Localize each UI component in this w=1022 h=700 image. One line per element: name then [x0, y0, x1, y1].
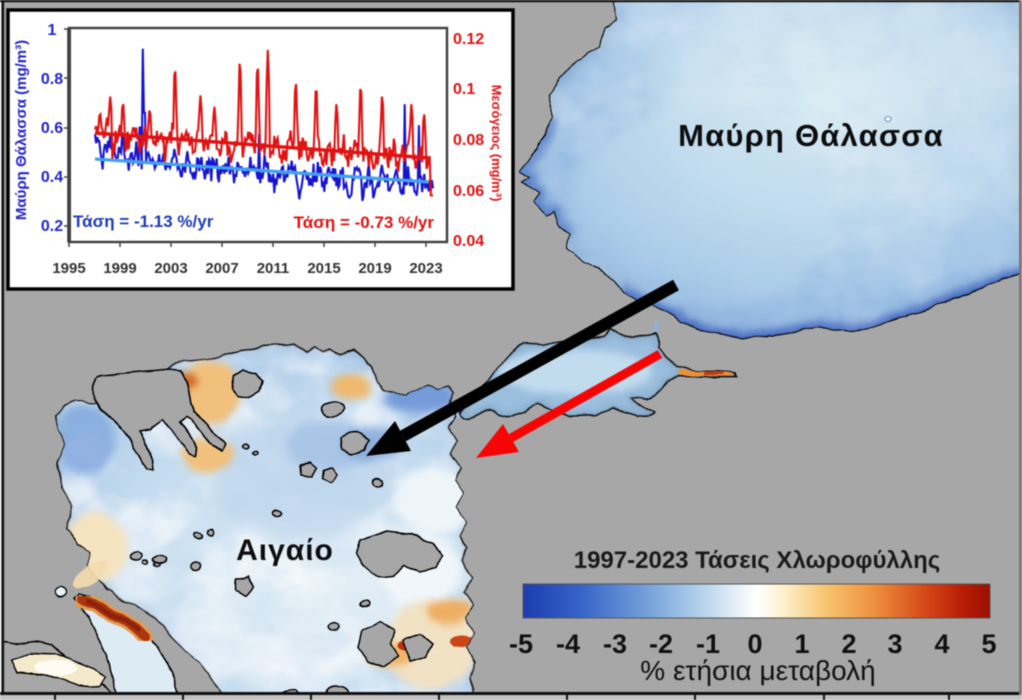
svg-text:3: 3	[887, 629, 902, 659]
svg-text:0.08: 0.08	[453, 132, 484, 149]
svg-text:-4: -4	[556, 629, 580, 659]
svg-text:-2: -2	[649, 629, 673, 659]
svg-text:Μαύρη Θάλασσα: Μαύρη Θάλασσα	[678, 118, 944, 153]
svg-text:2007: 2007	[205, 260, 238, 277]
svg-text:0.12: 0.12	[453, 31, 484, 48]
svg-text:0.8: 0.8	[41, 71, 63, 88]
svg-text:0.6: 0.6	[41, 120, 63, 137]
svg-text:1997-2023 Τάσεις Χλωροφύλλης: 1997-2023 Τάσεις Χλωροφύλλης	[574, 547, 941, 574]
svg-text:5: 5	[981, 629, 996, 659]
svg-text:4: 4	[934, 629, 949, 659]
svg-text:2011: 2011	[257, 260, 290, 277]
svg-text:2015: 2015	[307, 260, 340, 277]
svg-text:Μαύρη Θάλασσα (mg/m³): Μαύρη Θάλασσα (mg/m³)	[13, 40, 30, 220]
svg-text:0.2: 0.2	[41, 218, 63, 235]
svg-text:1: 1	[48, 22, 57, 39]
svg-text:2019: 2019	[358, 260, 391, 277]
svg-text:0.06: 0.06	[453, 183, 484, 200]
svg-text:1999: 1999	[103, 260, 136, 277]
svg-text:0.04: 0.04	[453, 233, 484, 250]
svg-text:Τάση = -0.73 %/yr: Τάση = -0.73 %/yr	[294, 213, 435, 232]
svg-text:-3: -3	[603, 629, 627, 659]
svg-text:0: 0	[747, 629, 762, 659]
svg-text:2003: 2003	[154, 260, 187, 277]
svg-text:-1: -1	[696, 629, 720, 659]
svg-text:0.4: 0.4	[41, 169, 63, 186]
svg-text:-5: -5	[509, 629, 533, 659]
svg-text:% ετήσια μεταβολή: % ετήσια μεταβολή	[640, 655, 875, 686]
svg-text:1: 1	[794, 629, 809, 659]
svg-text:Μεσόγειος (mg/m³): Μεσόγειος (mg/m³)	[489, 85, 504, 202]
svg-text:2: 2	[841, 629, 856, 659]
svg-text:1995: 1995	[52, 260, 85, 277]
svg-text:Αιγαίο: Αιγαίο	[236, 534, 334, 567]
svg-text:0.1: 0.1	[453, 81, 475, 98]
svg-text:2023: 2023	[409, 260, 442, 277]
svg-text:Τάση = -1.13 %/yr: Τάση = -1.13 %/yr	[73, 212, 214, 231]
